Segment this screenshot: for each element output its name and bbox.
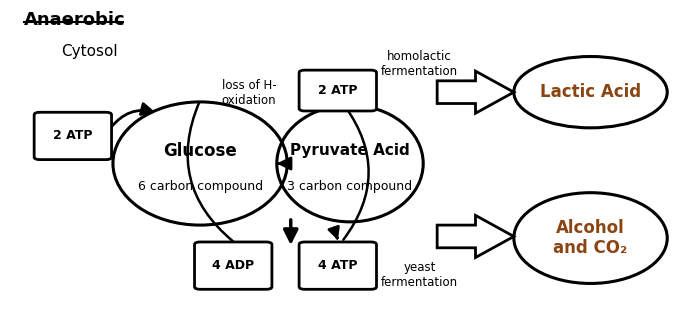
Text: yeast
fermentation: yeast fermentation: [382, 261, 458, 289]
Text: 4 ADP: 4 ADP: [212, 259, 254, 272]
Text: 6 carbon compound: 6 carbon compound: [137, 180, 262, 193]
Text: 3 carbon compound: 3 carbon compound: [288, 180, 412, 193]
FancyBboxPatch shape: [299, 242, 377, 289]
Text: Alcohol
and CO₂: Alcohol and CO₂: [554, 219, 628, 257]
Text: loss of H-
oxidation: loss of H- oxidation: [222, 79, 276, 107]
FancyBboxPatch shape: [195, 242, 272, 289]
Text: Pyruvate Acid: Pyruvate Acid: [290, 143, 410, 158]
Text: 2 ATP: 2 ATP: [318, 84, 358, 97]
Text: Cytosol: Cytosol: [61, 43, 118, 59]
Polygon shape: [438, 215, 514, 258]
Text: Anaerobic: Anaerobic: [25, 11, 126, 29]
Text: 2 ATP: 2 ATP: [53, 129, 92, 143]
FancyBboxPatch shape: [299, 70, 377, 111]
Text: Lactic Acid: Lactic Acid: [540, 83, 641, 101]
Text: Glucose: Glucose: [163, 142, 237, 160]
FancyBboxPatch shape: [34, 112, 111, 160]
Polygon shape: [438, 71, 514, 113]
Text: 4 ATP: 4 ATP: [318, 259, 358, 272]
Text: homolactic
fermentation: homolactic fermentation: [382, 50, 458, 78]
